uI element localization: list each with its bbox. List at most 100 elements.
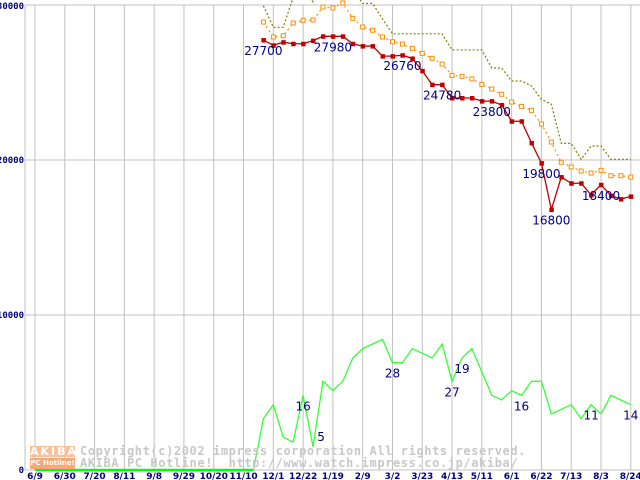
x-tick-label: 9/29: [173, 472, 195, 480]
x-tick-label: 7/20: [84, 472, 106, 480]
average-price-marker: [409, 45, 415, 51]
average-price-marker: [320, 4, 326, 10]
min-price-marker: [420, 68, 425, 74]
min-price-marker: [509, 119, 515, 124]
average-price-marker: [340, 0, 346, 6]
x-tick-label: 7/13: [560, 472, 582, 480]
x-tick-label: 9/8: [146, 472, 162, 480]
average-price-marker: [538, 121, 544, 127]
min-price-marker: [599, 182, 604, 188]
min-price-marker: [350, 41, 356, 47]
min-price-marker: [311, 38, 316, 44]
x-tick-label: 8/11: [113, 472, 135, 480]
data-label: 16: [514, 399, 529, 413]
data-label: 23800: [473, 105, 511, 119]
min-price-marker: [628, 194, 634, 199]
min-price-marker: [459, 96, 465, 101]
min-price-marker: [380, 54, 386, 59]
min-price-marker: [479, 99, 485, 104]
x-tick-label: 8/24: [620, 472, 640, 480]
pc-hotline-logo: PC Hotline!: [30, 458, 75, 469]
min-price-marker: [489, 99, 495, 104]
data-label: 16800: [532, 214, 570, 228]
min-price-marker: [301, 41, 306, 47]
x-tick-label: 10/20: [200, 472, 228, 480]
min-price-marker: [271, 43, 276, 48]
average-price-marker: [300, 17, 306, 23]
min-price-marker: [549, 207, 554, 213]
x-tick-label: 11/10: [229, 472, 257, 480]
average-price-marker: [499, 91, 505, 97]
average-price-marker: [439, 61, 445, 67]
grid: [24, 4, 640, 471]
max-price-line: [262, 0, 631, 161]
average-price-marker: [598, 167, 604, 173]
min-price-marker: [400, 53, 405, 58]
average-price-marker: [380, 34, 386, 40]
average-price-marker: [330, 5, 336, 11]
x-tick-label: 3/2: [385, 472, 401, 480]
data-label: 16: [295, 399, 310, 413]
y-tick-label: 10000: [0, 311, 24, 321]
site-url-watermark: AKIBA PC Hotline! http://www.watch.impre…: [80, 456, 519, 470]
average-price-marker: [389, 39, 395, 45]
data-label: 24780: [423, 89, 461, 103]
min-price-marker: [430, 82, 435, 88]
min-price-marker: [529, 140, 534, 146]
average-price-marker: [519, 103, 525, 109]
min-price-marker: [281, 40, 286, 45]
min-price-line: [263, 35, 631, 213]
average-price-marker: [290, 20, 296, 26]
data-label: 19: [454, 362, 469, 376]
data-label: 26760: [383, 59, 421, 73]
average-price-marker: [578, 168, 584, 174]
average-price-marker: [270, 34, 276, 40]
x-tick-label: 3/23: [411, 472, 433, 480]
average-price-marker: [558, 159, 564, 165]
min-price-marker: [450, 96, 455, 101]
average-price-marker: [260, 19, 266, 25]
min-price-marker: [469, 96, 475, 101]
min-price-marker: [519, 119, 525, 124]
min-price-marker: [579, 181, 584, 186]
min-price-marker: [499, 102, 505, 108]
average-price-marker: [489, 86, 495, 92]
average-price-marker: [618, 173, 624, 179]
min-price-marker: [608, 193, 614, 199]
min-price-marker: [410, 56, 415, 61]
data-label: 27700: [244, 44, 282, 58]
average-price-marker: [449, 72, 455, 78]
x-tick-label: 2/9: [355, 472, 371, 480]
average-price-marker: [509, 99, 515, 105]
x-tick-label: 5/11: [471, 472, 493, 480]
data-labels: 27700 27980 26760 24780 23800 19800 16800 18400…: [244, 40, 638, 444]
min-price-marker: [440, 82, 445, 88]
min-price-marker: [390, 54, 395, 59]
average-price-marker: [350, 15, 356, 21]
average-price-marker: [360, 24, 366, 30]
min-price-marker: [559, 175, 564, 180]
data-label: 11: [583, 409, 598, 423]
min-price-marker: [291, 41, 296, 47]
average-price-marker: [469, 76, 475, 82]
min-price-marker: [360, 44, 366, 49]
average-price-marker: [608, 173, 614, 179]
y-tick-label: 30000: [0, 2, 24, 12]
average-price-marker: [459, 73, 465, 79]
average-price-marker: [628, 174, 634, 180]
average-price-marker: [548, 139, 554, 145]
average-price-marker: [429, 55, 435, 61]
average-price-marker: [588, 170, 594, 176]
series-layer: [35, 0, 634, 471]
x-tick-label: 4/13: [441, 472, 463, 480]
x-tick-label: 8/3: [593, 472, 609, 480]
data-label: 19800: [522, 167, 560, 181]
min-price-marker: [320, 34, 326, 39]
akiba-logo: AKIBA: [30, 446, 75, 457]
x-tick-label: 6/22: [530, 472, 552, 480]
data-label: 18400: [582, 189, 620, 203]
average-price-marker: [399, 41, 405, 47]
min-price-marker: [618, 197, 624, 202]
copyright-watermark: Copyright(c)2002 impress corporation All…: [80, 444, 527, 458]
